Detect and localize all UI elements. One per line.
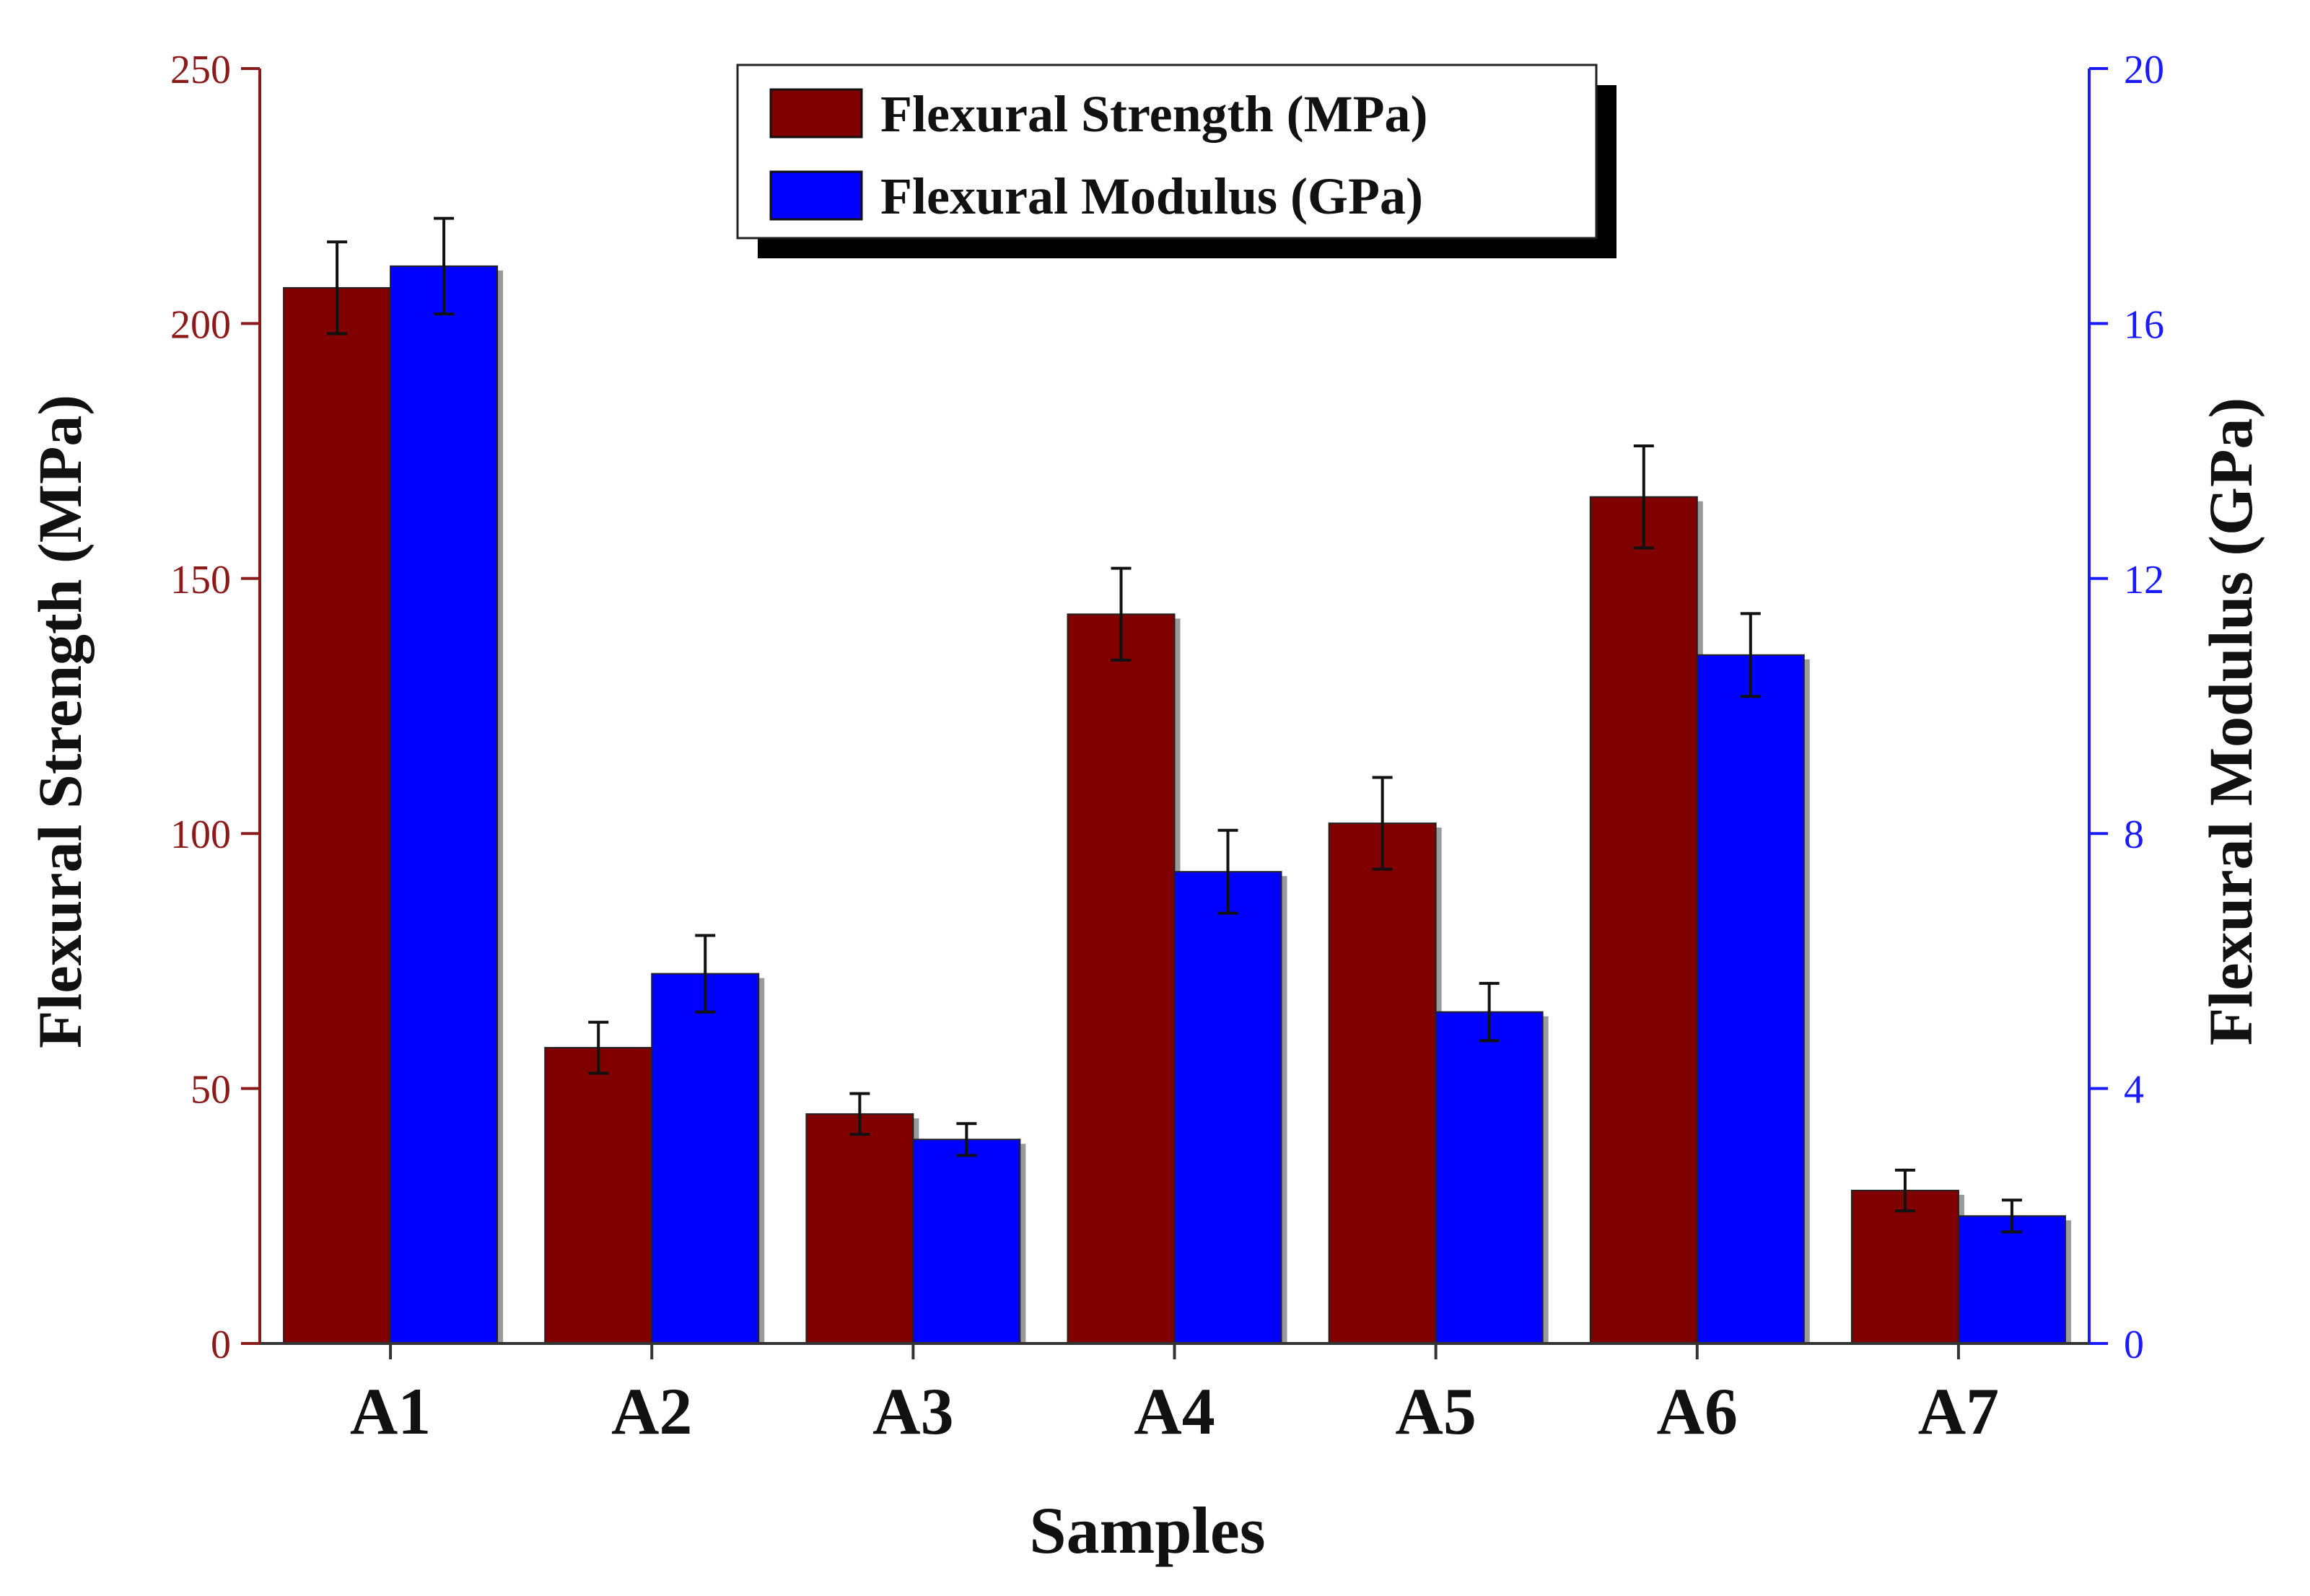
left-y-tick-label: 150: [170, 558, 231, 602]
x-tick-label-a6: A6: [1657, 1374, 1738, 1448]
bar-strength-a7: [1850, 1189, 1959, 1344]
bar-modulus-a4: [1173, 871, 1282, 1344]
x-tick-label-a3: A3: [872, 1374, 953, 1448]
x-axis-title: Samples: [1029, 1494, 1265, 1567]
bar-strength-a4: [1067, 613, 1176, 1344]
right-y-tick-label: 16: [2124, 302, 2164, 347]
error-bar-strength-a4: [1111, 566, 1132, 662]
right-y-tick-label: 4: [2124, 1068, 2144, 1113]
left-y-axis-title: Flexural Strength (MPa): [25, 395, 95, 1048]
error-bar-modulus-a3: [956, 1122, 977, 1157]
bar-strength-a6: [1589, 496, 1698, 1344]
x-tick-label-a2: A2: [611, 1374, 692, 1448]
right-y-tick-label: 0: [2124, 1323, 2144, 1367]
bar-modulus-a3: [912, 1139, 1021, 1345]
bar-modulus-a5: [1435, 1011, 1544, 1344]
bar-modulus-a2: [651, 973, 760, 1344]
right-y-tick-label: 8: [2124, 812, 2144, 857]
x-axis-ticks: A1 A2 A3 A4 A5 A6 A7: [350, 1343, 1999, 1448]
bar-strength-a3: [805, 1113, 914, 1344]
x-tick-label-a1: A1: [350, 1374, 431, 1448]
error-bar-modulus-a7: [2001, 1198, 2022, 1234]
error-bar-strength-a7: [1894, 1168, 1915, 1213]
bar-strength-a2: [544, 1047, 653, 1345]
bar-modulus-a1: [390, 265, 499, 1344]
error-bar-modulus-a4: [1217, 828, 1238, 915]
legend-box: [736, 63, 1598, 240]
legend-label-flexural-modulus: Flexural Modulus (GPa): [880, 167, 1423, 225]
error-bar-modulus-a5: [1479, 981, 1500, 1043]
left-y-tick-label: 200: [170, 302, 231, 347]
error-bar-strength-a3: [849, 1092, 870, 1136]
error-bar-modulus-a2: [695, 934, 716, 1014]
right-y-tick-label: 12: [2124, 558, 2164, 602]
x-tick-label-a5: A5: [1395, 1374, 1476, 1448]
legend-swatch-flexural-strength: [769, 88, 863, 139]
error-bar-strength-a2: [588, 1020, 609, 1075]
bars-layer: [283, 265, 2071, 1345]
error-bar-strength-a1: [327, 240, 348, 336]
left-y-tick-label: 250: [170, 48, 231, 92]
bar-modulus-a7: [1957, 1215, 2066, 1345]
legend-swatch-flexural-modulus: [769, 170, 863, 221]
error-bar-strength-a5: [1372, 776, 1393, 871]
error-bar-strength-a6: [1633, 444, 1654, 550]
bar-strength-a5: [1328, 823, 1437, 1344]
error-bars-layer: [327, 216, 2022, 1234]
left-y-tick-label: 50: [191, 1068, 231, 1113]
bar-modulus-a6: [1696, 654, 1805, 1344]
left-y-axis-ticks: 0 50 100 150 200 250: [170, 48, 260, 1367]
x-tick-label-a4: A4: [1134, 1374, 1215, 1448]
right-y-tick-label: 20: [2124, 48, 2164, 92]
right-y-axis-ticks: 0 4 8 12 16 20: [2089, 48, 2164, 1367]
legend-label-flexural-strength: Flexural Strength (MPa): [880, 85, 1428, 143]
bar-strength-a1: [283, 286, 392, 1345]
error-bar-modulus-a1: [434, 216, 455, 316]
left-y-tick-label: 100: [170, 812, 231, 857]
error-bar-modulus-a6: [1740, 612, 1761, 698]
legend: Flexural Strength (MPa) Flexural Modulus…: [736, 63, 1616, 258]
left-y-tick-label: 0: [211, 1323, 231, 1367]
x-tick-label-a7: A7: [1918, 1374, 1999, 1448]
right-y-axis-title: Flexural Modulus (GPa): [2196, 398, 2265, 1045]
